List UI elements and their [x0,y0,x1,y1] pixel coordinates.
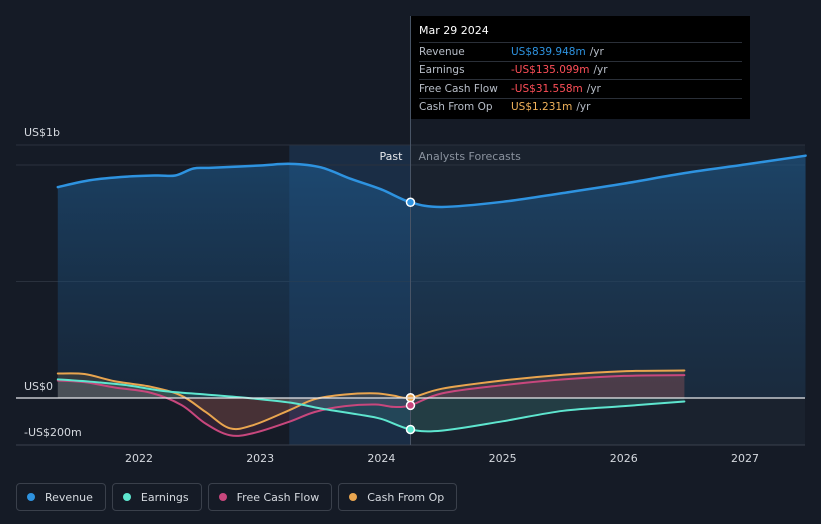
legend-label: Earnings [140,490,189,504]
tooltip-row-label: Revenue [419,45,465,58]
tooltip: Mar 29 2024 Revenue US$839.948m/yr Earning… [411,16,750,119]
tooltip-row-label: Earnings [419,64,465,77]
tooltip-row-value: US$839.948m [511,45,586,58]
tooltip-row-value: US$1.231m [511,101,573,114]
y-axis-label: US$0 [24,380,53,393]
tooltip-date: Mar 29 2024 [419,24,489,37]
legend-item-free-cash-flow[interactable]: Free Cash Flow [207,483,333,511]
tooltip-row-unit: /yr [589,45,604,58]
axis-labels: US$1b US$0 -US$200m 2022 2023 2024 2025 2026 202… [24,126,759,465]
tooltip-row-value: -US$135.099m [511,64,590,77]
tooltip-row-label: Cash From Op [419,101,493,114]
tooltip-row-unit: /yr [586,82,601,95]
x-tick-label: 2027 [731,452,759,465]
legend-label: Free Cash Flow [236,490,320,504]
tooltip-row: Free Cash Flow -US$31.558m/yr [419,79,742,98]
x-tick-label: 2022 [125,452,153,465]
legend-item-revenue[interactable]: Revenue [16,483,106,511]
legend-dot-icon [218,493,227,501]
cash-from-op-area [57,370,685,430]
revenue-line [56,154,807,209]
legend-label: Cash From Op [367,490,445,504]
tooltip-row: Cash From Op US$1.231m/yr [419,97,742,117]
legend-label: Revenue [45,490,93,504]
legend-item-earnings[interactable]: Earnings [111,483,202,511]
x-tick-label: 2025 [489,452,517,465]
y-axis-label: US$1b [24,126,60,139]
legend-dot-icon [122,493,131,501]
legend-item-cash-from-op[interactable]: Cash From Op [338,483,458,511]
past-label: Past [380,150,404,163]
earnings-line [56,378,686,433]
free-cash-flow-line [56,374,686,437]
series-lines [56,154,807,437]
free-cash-flow-area [57,375,685,436]
legend: Revenue Earnings Free Cash Flow Cash From O… [16,483,458,511]
x-tick-label: 2023 [246,452,274,465]
revenue-area [57,155,806,398]
forecast-label: Analysts Forecasts [418,150,521,163]
earnings-marker [405,424,416,435]
tooltip-row-unit: /yr [576,101,591,114]
tooltip-row-unit: /yr [593,64,608,77]
tooltip-row-label: Free Cash Flow [419,82,498,95]
x-tick-label: 2024 [367,452,395,465]
legend-dot-icon [349,493,358,501]
y-axis-label: -US$200m [24,426,82,439]
cash-from-op-line [56,369,686,431]
free-cash-flow-marker [405,400,416,411]
tooltip-row-value: -US$31.558m [511,82,583,95]
legend-dot-icon [27,493,35,501]
revenue-marker [405,197,416,208]
tooltip-row: Revenue US$839.948m/yr [419,42,742,61]
x-tick-label: 2026 [610,452,638,465]
tooltip-row: Earnings -US$135.099m/yr [419,60,742,80]
